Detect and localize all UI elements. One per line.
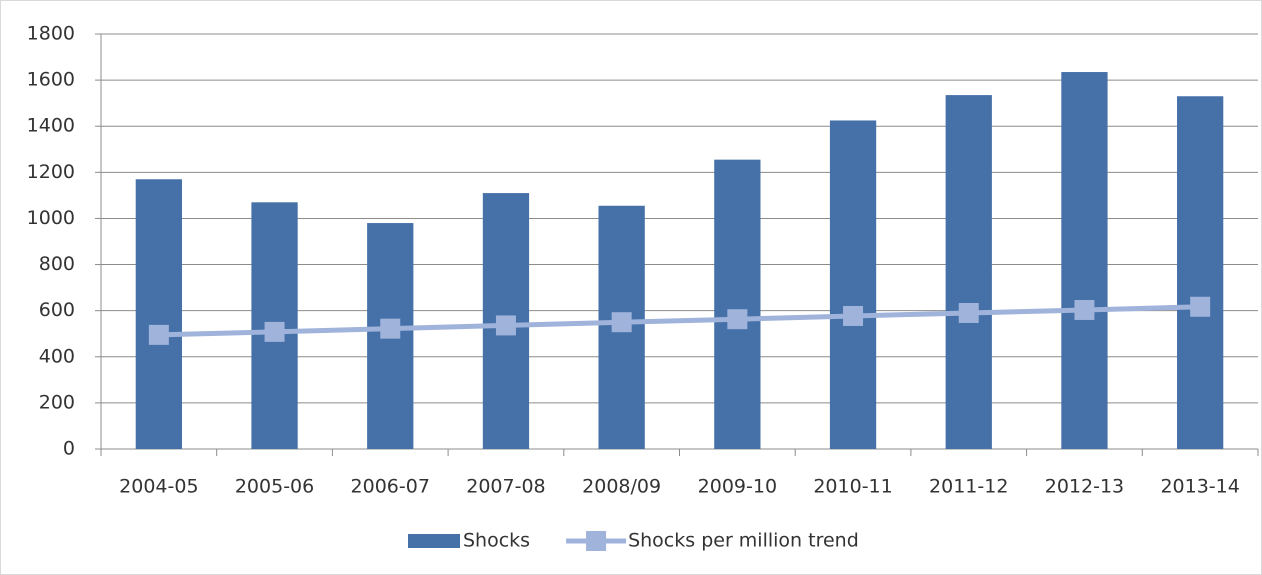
- bar: [829, 120, 877, 449]
- legend-label: Shocks: [463, 530, 530, 552]
- marker: [727, 309, 748, 330]
- x-tick-label: 2012-13: [1045, 476, 1124, 498]
- y-tick-label: 1800: [27, 23, 75, 45]
- legend-swatch: [408, 534, 460, 548]
- x-tick-label: 2005-06: [235, 476, 314, 498]
- marker: [380, 318, 401, 339]
- x-tick-label: 2010-11: [813, 476, 892, 498]
- x-tick-label: 2008/09: [582, 476, 661, 498]
- y-tick-label: 1400: [27, 115, 75, 137]
- marker: [495, 315, 516, 336]
- marker: [1074, 299, 1095, 320]
- y-tick-label: 1600: [27, 69, 75, 91]
- bar: [945, 95, 992, 449]
- x-tick-label: 2013-14: [1160, 476, 1239, 498]
- y-tick-label: 1000: [27, 207, 75, 229]
- bar: [1177, 96, 1224, 449]
- bar: [714, 159, 761, 449]
- y-tick-label: 1200: [27, 161, 75, 183]
- x-tick-label: 2007-08: [466, 476, 545, 498]
- legend-label: Shocks per million trend: [628, 530, 859, 552]
- bar: [1061, 72, 1108, 450]
- marker: [958, 302, 979, 323]
- marker: [1190, 296, 1211, 317]
- marker: [611, 312, 632, 333]
- marker: [264, 321, 285, 342]
- marker: [148, 324, 169, 345]
- x-tick-label: 2006-07: [351, 476, 430, 498]
- y-tick-label: 0: [63, 438, 75, 460]
- y-tick-label: 200: [39, 391, 75, 413]
- legend-swatch: [586, 531, 607, 551]
- y-tick-label: 800: [39, 253, 75, 275]
- line: [158, 304, 1201, 338]
- y-tick-label: 600: [39, 299, 75, 321]
- x-tick-label: 2009-10: [698, 476, 777, 498]
- marker: [843, 305, 864, 326]
- x-tick-label: 2011-12: [929, 476, 1008, 498]
- x-tick-label: 2004-05: [119, 476, 198, 498]
- bar: [135, 179, 182, 449]
- y-tick-label: 400: [39, 345, 75, 367]
